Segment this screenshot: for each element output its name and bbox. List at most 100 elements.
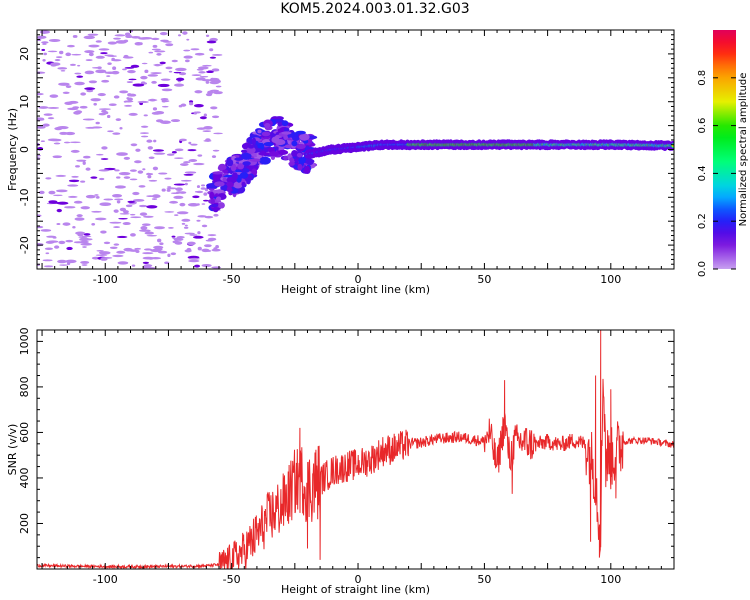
colorbar-tick-label: 0.0 bbox=[697, 261, 708, 277]
transition-blob bbox=[242, 168, 250, 173]
spectrogram bbox=[37, 30, 674, 269]
transition-blob bbox=[246, 146, 256, 154]
noise-speckle bbox=[64, 131, 76, 136]
noise-speckle bbox=[177, 34, 182, 37]
noise-speckle bbox=[153, 152, 166, 155]
noise-speckle bbox=[85, 59, 93, 62]
noise-speckle bbox=[141, 223, 151, 227]
noise-speckle bbox=[159, 61, 166, 65]
noise-speckle bbox=[148, 179, 158, 182]
noise-speckle bbox=[100, 158, 109, 160]
noise-speckle bbox=[69, 141, 81, 144]
noise-speckle bbox=[71, 175, 79, 178]
noise-speckle bbox=[48, 190, 56, 195]
noise-speckle bbox=[176, 211, 189, 215]
noise-speckle bbox=[195, 77, 206, 81]
x-tick-label-bottom: -50 bbox=[223, 573, 241, 586]
noise-speckle bbox=[80, 242, 93, 246]
noise-speckle bbox=[189, 234, 198, 236]
noise-speckle bbox=[125, 204, 133, 208]
noise-speckle bbox=[45, 177, 52, 180]
noise-speckle bbox=[40, 229, 52, 232]
noise-speckle bbox=[151, 37, 160, 41]
noise-speckle bbox=[175, 187, 183, 191]
noise-speckle bbox=[158, 172, 168, 175]
noise-speckle bbox=[140, 125, 149, 128]
noise-speckle bbox=[142, 256, 154, 260]
noise-speckle bbox=[103, 111, 109, 115]
noise-speckle bbox=[114, 185, 127, 189]
noise-speckle bbox=[41, 48, 46, 52]
noise-speckle bbox=[62, 91, 70, 94]
x-tick-label-bottom: 100 bbox=[600, 573, 621, 586]
transition-blob bbox=[241, 181, 246, 187]
noise-speckle bbox=[113, 226, 121, 229]
noise-speckle bbox=[71, 53, 82, 56]
noise-speckle bbox=[69, 63, 77, 66]
colorbar-label: Normalized spectral amplitude bbox=[738, 73, 749, 227]
transition-blob bbox=[257, 129, 262, 134]
noise-speckle bbox=[193, 162, 205, 166]
noise-speckle bbox=[76, 159, 87, 162]
noise-speckle bbox=[44, 247, 53, 250]
noise-speckle bbox=[153, 139, 157, 143]
noise-speckle bbox=[97, 93, 106, 97]
noise-speckle bbox=[210, 77, 215, 81]
noise-speckle bbox=[197, 154, 203, 157]
noise-speckle bbox=[210, 106, 218, 110]
noise-speckle bbox=[203, 244, 212, 248]
noise-speckle bbox=[112, 66, 117, 70]
noise-speckle bbox=[129, 169, 137, 172]
noise-speckle bbox=[62, 222, 71, 226]
noise-speckle bbox=[151, 111, 161, 115]
noise-speckle bbox=[200, 187, 206, 190]
y-tick-label-bottom: 1000 bbox=[18, 327, 31, 355]
noise-speckle bbox=[113, 209, 118, 213]
x-tick-label-top: 50 bbox=[477, 273, 491, 286]
noise-speckle bbox=[197, 66, 209, 70]
noise-speckle bbox=[146, 205, 158, 209]
noise-speckle bbox=[43, 113, 53, 116]
noise-speckle bbox=[67, 184, 79, 187]
noise-speckle bbox=[74, 217, 85, 221]
noise-speckle bbox=[56, 201, 69, 205]
noise-speckle bbox=[152, 149, 165, 152]
noise-speckle bbox=[145, 172, 154, 176]
noise-speckle bbox=[53, 142, 61, 145]
noise-speckle bbox=[198, 71, 206, 74]
noise-speckle bbox=[170, 252, 177, 256]
noise-speckle bbox=[49, 94, 59, 98]
noise-speckle bbox=[188, 257, 200, 260]
noise-speckle bbox=[47, 117, 55, 120]
noise-speckle bbox=[130, 233, 136, 237]
noise-speckle bbox=[68, 179, 80, 183]
noise-speckle bbox=[139, 229, 151, 232]
noise-speckle bbox=[118, 172, 131, 176]
noise-speckle bbox=[205, 80, 210, 84]
transition-blob bbox=[295, 130, 306, 135]
noise-speckle bbox=[174, 214, 179, 216]
noise-speckle bbox=[213, 91, 223, 95]
noise-speckle bbox=[41, 32, 46, 34]
noise-speckle bbox=[83, 35, 96, 40]
noise-speckle bbox=[135, 148, 141, 152]
noise-speckle bbox=[113, 95, 120, 99]
noise-speckle bbox=[101, 257, 113, 259]
transition-blob bbox=[291, 140, 298, 147]
noise-speckle bbox=[169, 200, 179, 204]
noise-speckle bbox=[203, 126, 213, 130]
noise-speckle bbox=[119, 126, 123, 130]
transition-blob bbox=[292, 136, 300, 141]
noise-speckle bbox=[83, 233, 91, 236]
noise-speckle bbox=[126, 81, 134, 83]
noise-speckle bbox=[74, 81, 85, 86]
noise-speckle bbox=[65, 239, 74, 243]
noise-speckle bbox=[142, 261, 150, 264]
noise-speckle bbox=[205, 34, 210, 38]
snr-line bbox=[37, 330, 674, 569]
noise-speckle bbox=[192, 235, 204, 239]
noise-speckle bbox=[127, 200, 136, 203]
noise-speckle bbox=[176, 236, 185, 239]
noise-speckle bbox=[157, 83, 170, 88]
transition-blob bbox=[299, 133, 310, 141]
